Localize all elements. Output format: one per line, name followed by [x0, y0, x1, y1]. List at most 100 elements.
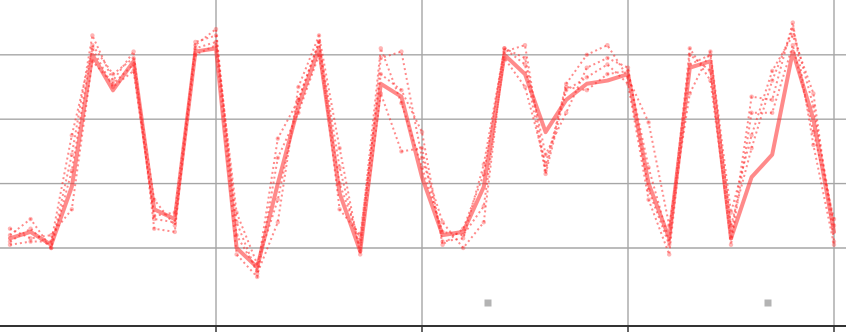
series-point — [296, 84, 301, 90]
series-point — [28, 216, 33, 222]
series-point — [275, 197, 280, 202]
series-point — [687, 46, 692, 51]
series-point — [605, 62, 610, 67]
series-point — [625, 68, 631, 74]
series-point — [749, 145, 754, 151]
series-point — [337, 207, 342, 212]
series-point — [7, 226, 13, 231]
series-point — [378, 91, 383, 96]
series-point — [728, 223, 734, 228]
series-point — [461, 226, 466, 231]
series-point — [625, 65, 631, 70]
series-point — [28, 236, 33, 241]
series-point — [90, 42, 95, 48]
series-point — [131, 49, 136, 54]
series-point — [69, 152, 75, 157]
x-axis — [0, 325, 846, 332]
series-point — [419, 165, 425, 170]
series-point — [728, 242, 734, 247]
series-point — [831, 242, 837, 247]
series-point — [49, 245, 54, 251]
series-point — [152, 226, 157, 231]
series-point — [564, 84, 569, 90]
series-point — [461, 245, 466, 251]
series-point — [110, 84, 116, 90]
series-point — [7, 239, 13, 244]
series-point — [419, 145, 425, 151]
series-point — [193, 52, 198, 57]
series-point — [28, 226, 33, 231]
series-point — [502, 46, 507, 51]
series-point — [296, 110, 301, 115]
series-point — [275, 155, 280, 161]
series-point — [316, 33, 322, 38]
series-point — [646, 120, 651, 125]
series-point — [28, 239, 33, 244]
series-point — [255, 274, 260, 280]
series-line-dotted — [9, 28, 835, 272]
series-point — [749, 94, 754, 99]
series-point — [193, 42, 198, 48]
series-point — [584, 52, 589, 57]
series-point — [584, 88, 589, 93]
series-point — [770, 97, 775, 103]
series-point — [172, 229, 177, 235]
series-point — [770, 78, 775, 83]
series-point — [687, 91, 692, 96]
series-point — [564, 81, 569, 86]
series-point — [667, 223, 672, 228]
series-point — [522, 55, 528, 61]
series-point — [152, 216, 157, 222]
series-point — [399, 149, 404, 154]
series-point — [234, 210, 239, 215]
series-point — [790, 26, 795, 32]
series-point — [296, 97, 301, 103]
series-point — [152, 197, 157, 202]
series-point — [399, 49, 404, 54]
series-point — [522, 42, 528, 48]
series-point — [831, 223, 837, 228]
series-point — [605, 42, 610, 48]
series-point — [399, 100, 404, 106]
series-point — [378, 55, 383, 61]
marker-square — [764, 299, 772, 307]
series-point — [564, 88, 569, 93]
vertical-gridlines — [215, 0, 835, 326]
series-point — [770, 68, 775, 74]
series-point — [255, 268, 260, 273]
series-point — [275, 136, 280, 141]
series-point — [337, 145, 342, 151]
series-point — [110, 78, 116, 83]
series-point — [69, 207, 75, 212]
marker-layer — [484, 299, 772, 307]
series-point — [337, 165, 342, 170]
series-point — [69, 168, 75, 173]
series-point — [708, 49, 713, 54]
series-point — [481, 220, 486, 225]
series-point — [708, 78, 713, 83]
series-point — [440, 220, 445, 225]
series-point — [7, 232, 13, 238]
series-point — [131, 55, 136, 61]
series-point — [419, 129, 425, 135]
series-point — [543, 152, 548, 157]
series-point — [69, 133, 75, 138]
series-point — [667, 252, 672, 257]
series-point — [481, 171, 486, 177]
series-point — [419, 155, 425, 161]
series-point — [749, 133, 754, 138]
series-point — [234, 232, 239, 238]
series-point — [399, 88, 404, 93]
series-point — [811, 142, 816, 148]
series-point — [49, 232, 54, 238]
series-point — [543, 171, 548, 177]
series-point — [605, 71, 610, 77]
series-point — [378, 46, 383, 51]
series-point — [770, 110, 775, 115]
series-point — [316, 52, 322, 57]
series-point — [667, 242, 672, 247]
series-point — [605, 55, 610, 61]
series-point — [110, 71, 116, 77]
series-point — [522, 62, 528, 67]
